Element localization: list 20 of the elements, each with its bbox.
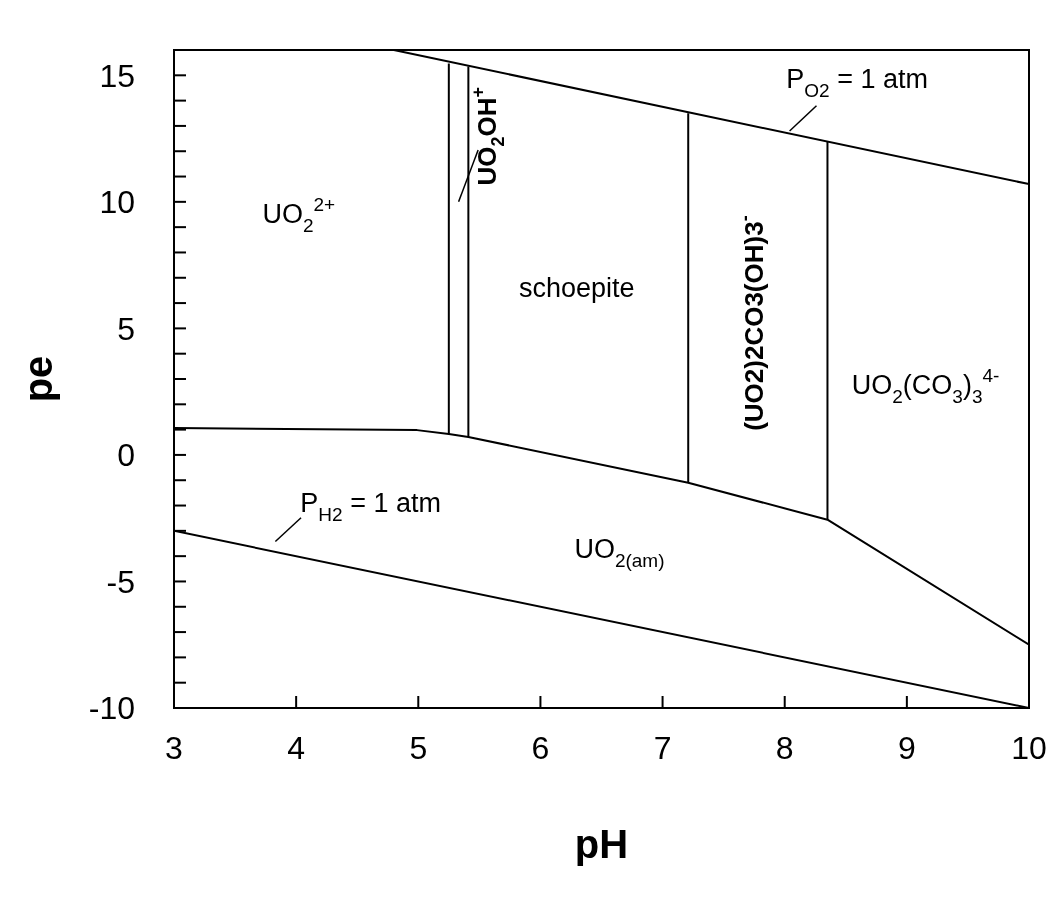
y-tick-label: 15 (99, 57, 135, 94)
y-tick-label: 5 (117, 310, 135, 347)
y-tick-label: 0 (117, 437, 135, 474)
annotation: UO$_{2(am)}$ (574, 534, 665, 571)
annotation: P$_{H2}$ = 1 atm (300, 488, 441, 525)
x-axis-title: pH (574, 822, 629, 866)
y-tick-label: -10 (88, 690, 135, 727)
x-tick-label: 10 (1011, 729, 1047, 766)
x-tick-label: 4 (287, 729, 306, 766)
x-tick-label: 9 (897, 729, 916, 766)
y-tick-label: -5 (106, 563, 135, 600)
annotation: P$_{O2}$ = 1 atm (786, 64, 928, 101)
x-tick-label: 5 (409, 729, 428, 766)
x-tick-label: 6 (531, 729, 550, 766)
x-tick-label: 8 (775, 729, 794, 766)
y-tick-label: 10 (99, 184, 135, 221)
annotation: schoepite (518, 273, 635, 304)
x-tick-label: 7 (653, 729, 672, 766)
x-tick-label: 3 (165, 729, 183, 766)
y-axis-title: pe (16, 355, 61, 403)
